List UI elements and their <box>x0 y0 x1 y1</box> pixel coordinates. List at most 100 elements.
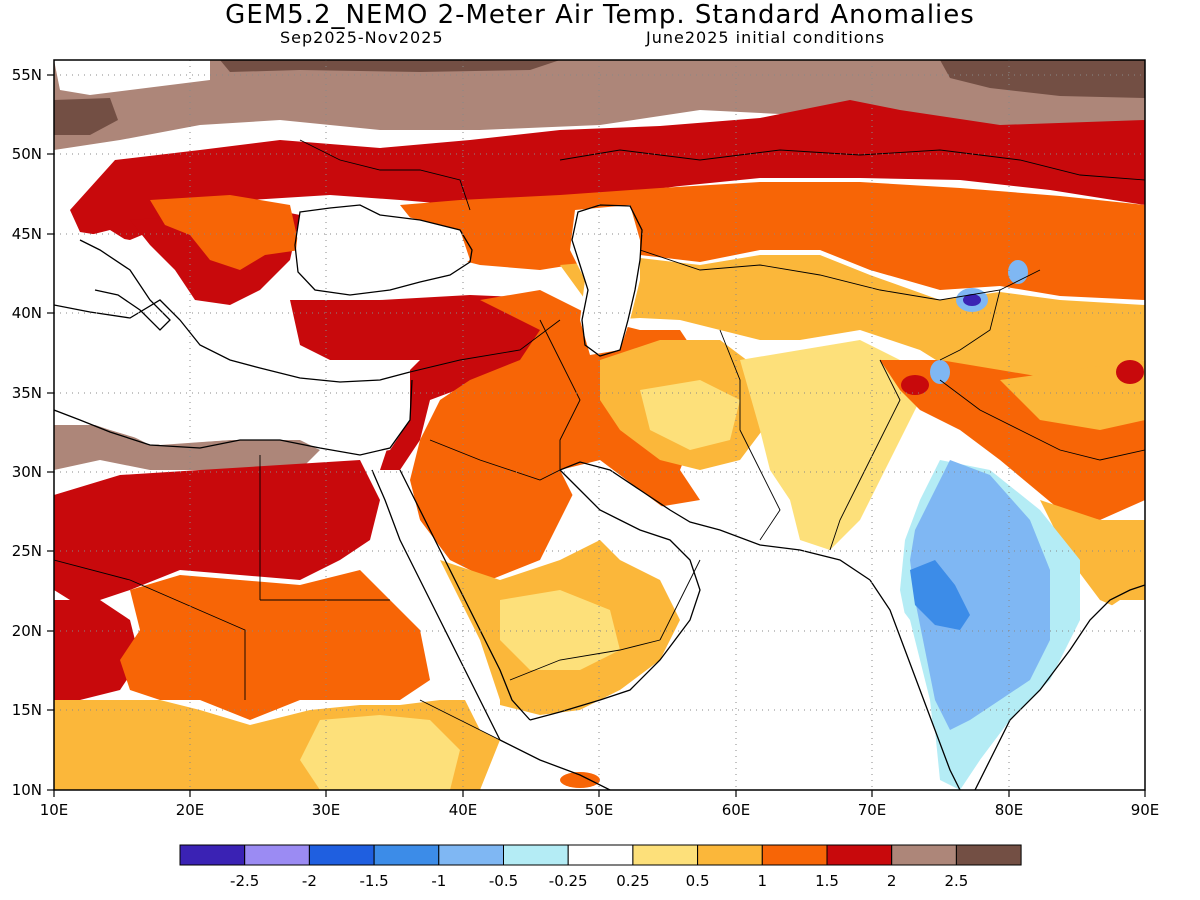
anomaly-region-blue-india <box>910 560 970 630</box>
anomaly-region-orange-africa <box>120 570 430 720</box>
anomaly-spot-orange-yemen <box>560 772 600 788</box>
legend-swatch <box>826 844 893 866</box>
legend-label: -0.5 <box>489 872 518 890</box>
legend-swatch <box>438 844 504 866</box>
legend-label: -1 <box>431 872 446 890</box>
border-china-west <box>939 289 1001 361</box>
anomaly-region-yellow-india-east <box>1040 500 1145 620</box>
legend-swatch <box>955 844 1022 866</box>
border-pakistan-india <box>829 359 901 551</box>
y-tick-label: 55N <box>12 66 42 84</box>
tick-marks <box>47 74 1146 797</box>
legend-swatch <box>244 844 310 866</box>
political-borders <box>54 139 1145 741</box>
anomaly-spot-blue-karakoram <box>930 360 950 384</box>
legend-swatch <box>373 844 440 866</box>
border-russia-kazakhstan <box>559 149 1145 181</box>
bay-of-bengal-mask <box>980 600 1145 790</box>
y-tick-label: 50N <box>12 145 42 163</box>
border-himalaya <box>939 379 1145 461</box>
anomaly-region-yellow-central-asia <box>560 255 1145 380</box>
anomaly-region-red-anatolia <box>290 295 560 470</box>
anomaly-region-lightyellow-arabia <box>500 590 620 670</box>
mediterranean-mask <box>54 310 410 455</box>
y-tick-label: 40N <box>12 304 42 322</box>
legend-label: -2.5 <box>230 872 259 890</box>
north-white-mask <box>54 60 210 95</box>
coastline-india-west <box>869 579 961 790</box>
red-sea-mask <box>380 470 500 740</box>
x-axis-labels: 10E 20E 30E 40E 50E 60E 70E 80E 90E <box>40 801 1160 819</box>
legend-swatch <box>891 844 957 866</box>
anomaly-region-red-sahara <box>54 460 380 600</box>
anomaly-spot-darkblue-tienshan <box>963 294 981 306</box>
anomaly-region-north-dark <box>940 60 1145 98</box>
border-turkey-south <box>409 319 561 373</box>
y-tick-label: 30N <box>12 463 42 481</box>
border-ukraine-russia <box>299 139 471 211</box>
anomaly-region-west-dark <box>54 98 118 135</box>
x-tick-label: 30E <box>312 801 341 819</box>
x-tick-label: 70E <box>858 801 887 819</box>
legend-label: -0.25 <box>549 872 588 890</box>
anomaly-region-red-west-africa <box>54 600 140 700</box>
x-tick-label: 80E <box>995 801 1024 819</box>
black-sea-mask <box>295 205 470 295</box>
coastline-italy <box>79 239 171 331</box>
legend-label: 2.5 <box>944 872 968 890</box>
anomaly-region-yellow-pakistan <box>740 340 920 550</box>
border-libya-chad <box>129 579 246 700</box>
border-kazakhstan-south <box>639 249 1041 301</box>
coastline-india-east <box>974 584 1145 790</box>
border-oman <box>659 559 701 641</box>
border-saudi-iraq <box>429 439 561 481</box>
initial-conditions: June2025 initial conditions <box>646 28 886 47</box>
y-tick-label: 20N <box>12 622 42 640</box>
small-anomaly-spots <box>560 260 1144 788</box>
legend-labels: -2.5 -2 -1.5 -1 -0.5 -0.25 0.25 0.5 1 1.5 2 2.5 <box>230 872 968 890</box>
legend-label: 0.5 <box>686 872 710 890</box>
coastline-horn-of-africa <box>499 739 611 790</box>
legend-label: 2 <box>887 872 897 890</box>
anomaly-region-orange-tibet <box>1000 360 1145 430</box>
anomaly-region-north-dark-mid <box>220 60 560 72</box>
x-tick-label: 20E <box>176 801 205 819</box>
y-tick-label: 25N <box>12 542 42 560</box>
y-tick-label: 10N <box>12 781 42 799</box>
legend-label: -1.5 <box>359 872 388 890</box>
y-tick-label: 45N <box>12 225 42 243</box>
color-legend <box>179 844 1022 866</box>
anomaly-region-midblue-india <box>910 460 1050 730</box>
y-axis-labels: 55N 50N 45N 40N 35N 30N 25N 20N 15N 10N <box>12 66 42 799</box>
border-yemen-saudi <box>509 639 661 681</box>
anomaly-region-orange-balkans <box>150 195 300 270</box>
legend-swatch <box>567 844 634 866</box>
x-tick-label: 10E <box>40 801 69 819</box>
coastline-mediterranean-south <box>54 379 413 456</box>
map-title: GEM5.2_NEMO 2-Meter Air Temp. Standard A… <box>225 0 975 30</box>
y-tick-label: 15N <box>12 701 42 719</box>
legend-swatch <box>179 844 246 866</box>
border-iran-afghanistan <box>719 329 781 541</box>
coastline-red-sea-west <box>371 469 501 741</box>
legend-swatch <box>308 844 375 866</box>
coastline-persian-gulf <box>559 461 871 581</box>
anomaly-region-red-north <box>70 100 1145 240</box>
legend-label: 1 <box>758 872 768 890</box>
anomaly-fields <box>54 60 1145 790</box>
caspian-mask <box>570 205 640 355</box>
x-tick-label: 40E <box>449 801 478 819</box>
legend-swatch <box>761 844 828 866</box>
legend-label: -2 <box>302 872 317 890</box>
legend-swatch <box>697 844 763 866</box>
anomaly-region-lightyellow-iran <box>640 380 740 450</box>
border-algeria-niger <box>54 559 131 581</box>
coastline-arabian-peninsula <box>529 469 701 721</box>
anomaly-region-lightyellow-africa <box>300 715 460 790</box>
anomaly-spot-red-tibet-east <box>1116 360 1144 384</box>
anomaly-spot-blue-altai <box>1008 260 1028 284</box>
y-tick-label: 35N <box>12 384 42 402</box>
legend-label: 0.25 <box>616 872 649 890</box>
coastline-black-sea <box>294 204 473 296</box>
